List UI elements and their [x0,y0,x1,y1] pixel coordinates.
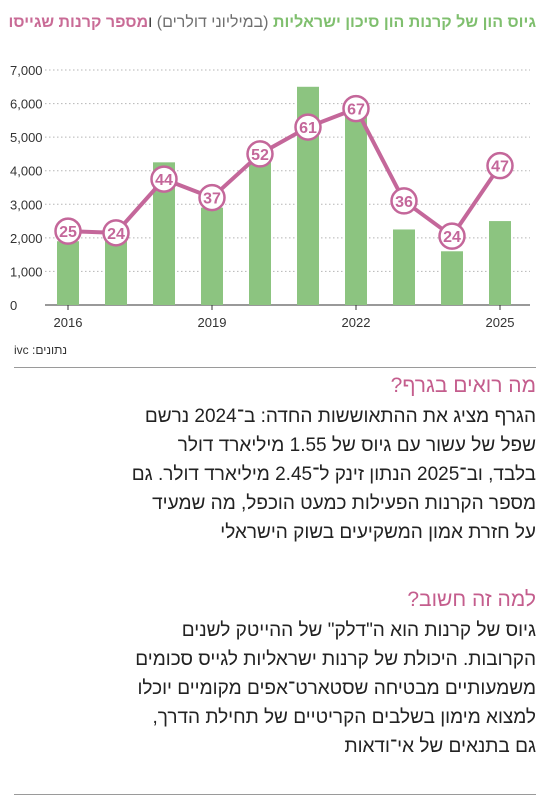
series-line [67,106,502,239]
title-conjunction: ו [148,14,153,31]
section2-body: גיוס של קרנות הוא ה"דלק" של ההייטק לשנים… [14,616,536,761]
y-tick-label: 6,000 [10,97,43,112]
bar [249,160,271,305]
section2-line: גיוס של קרנות הוא ה"דלק" של ההייטק לשנים [181,620,536,641]
bar [345,113,367,306]
line-point [54,217,82,245]
point-label: 24 [107,226,125,243]
title-unit: (במיליוני דולרים) [156,14,269,31]
title-green-part: גיוס הון של קרנות הון סיכון ישראליות [272,14,536,31]
bar [489,221,511,305]
line-point [390,187,418,215]
y-tick-label: 2,000 [10,231,43,246]
y-tick-label: 4,000 [10,164,43,179]
point-label: 44 [155,172,173,189]
y-tick-label: 7,000 [10,63,43,78]
bar [153,162,175,305]
y-tick-label: 5,000 [10,130,43,145]
chart-svg: 0 1,000 2,000 3,000 4,000 5,000 6,000 7,000 2016… [10,63,530,330]
bar [393,229,415,305]
section1-line: שפל של עשור עם גיוס של 1.55 מיליארד דולר [177,435,536,456]
point-label: 24 [443,229,461,246]
point-label: 47 [491,159,509,176]
divider-top [14,367,536,368]
bar [57,241,79,305]
title-pink-part: מספר קרנות שגייסו [8,14,149,31]
section1-line: בלבד, וב־2025 הנתון זינק ל־2.45 מיליארד … [131,464,536,485]
y-tick-label: 3,000 [10,197,43,212]
line-point [246,140,274,168]
section2-line: משמעותיים מבטיחה שסטארט־אפים מקומיים יוכ… [137,678,537,699]
line-point [150,165,178,193]
chart-title: גיוס הון של קרנות הון סיכון ישראליות (במ… [8,14,536,32]
line-point [486,151,514,180]
x-tick-label: 2022 [342,315,371,330]
point-label: 36 [395,194,413,211]
source-note: נתונים: ivc [14,343,68,357]
section-why-important: למה זה חשוב? גיוס של קרנות הוא ה"דלק" של… [14,588,536,761]
line-point [342,94,370,123]
section1-line: על חזרת אמון המשקיעים בשוק הישראלי [220,522,536,543]
section-what-we-see: מה רואים בגרף? הגרף מציג את ההתאוששות הח… [14,374,536,547]
section2-line: גם בתנאים של אי־ודאות [344,736,536,757]
line-point [102,219,130,247]
point-label: 37 [203,191,221,208]
y-tick-label: 1,000 [10,264,43,279]
section1-line: הגרף מציג את ההתאוששות החדה: ב־2024 נרשם [144,406,536,427]
section1-heading: מה רואים בגרף? [390,374,536,397]
line-point [294,113,322,141]
x-tick-label: 2019 [198,315,227,330]
section2-heading: למה זה חשוב? [407,588,536,611]
bar [201,207,223,305]
bar [441,251,463,305]
section2-line: למצוא מימון בשלבים הקריטיים של תחילת הדר… [152,707,536,728]
point-label: 25 [59,224,77,241]
x-tick-label: 2025 [486,315,515,330]
point-label: 67 [347,102,365,119]
point-label: 61 [299,120,317,137]
bar [105,239,127,305]
line-point [198,183,226,212]
divider-bottom [14,794,536,795]
point-label: 52 [251,147,269,164]
bar [297,86,319,306]
x-tick-label: 2016 [54,315,83,330]
section1-body: הגרף מציג את ההתאוששות החדה: ב־2024 נרשם… [14,402,536,547]
section2-line: הקרובות. היכולת של קרנות ישראליות לגייס … [135,649,536,670]
y-tick-label: 0 [10,298,17,313]
section1-line: מספר הקרנות הפעילות כמעט הוכפל, מה שמעיד [152,493,536,514]
line-point [438,222,466,250]
